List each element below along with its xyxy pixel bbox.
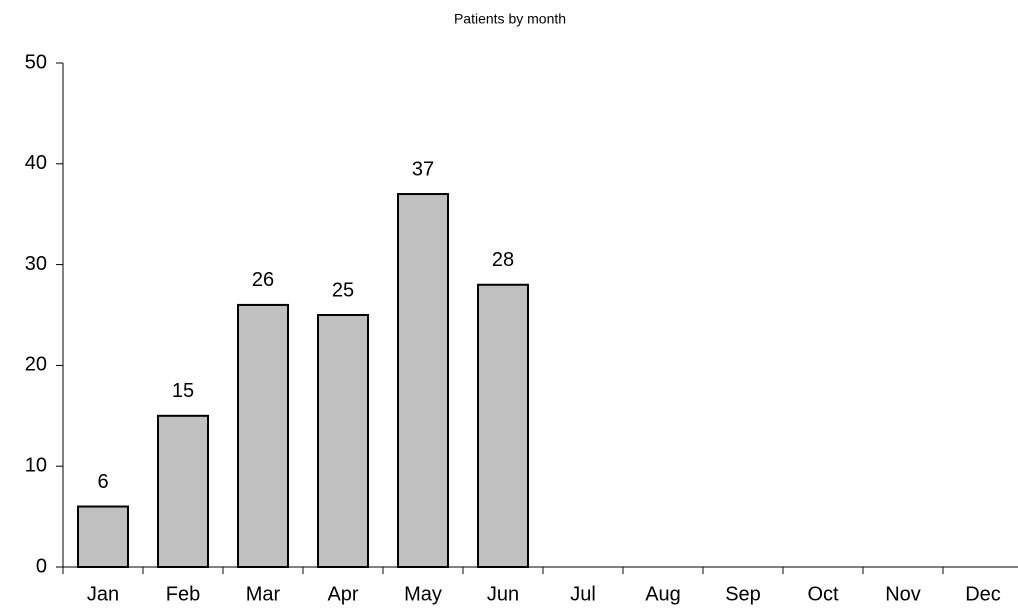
bar (397, 193, 449, 568)
x-tick-label: Apr (327, 583, 358, 605)
data-label: 6 (97, 471, 108, 493)
x-tick-label: Jul (570, 583, 596, 605)
x-tick-label: Dec (965, 583, 1001, 605)
bar (237, 303, 289, 568)
x-tick-label: Jan (87, 583, 119, 605)
y-tick-label: 50 (25, 51, 47, 73)
data-label: 15 (172, 380, 194, 402)
y-tick-label: 10 (25, 454, 47, 476)
x-tick-label: Oct (807, 583, 839, 605)
x-tick-label: Sep (725, 583, 761, 605)
y-tick-label: 0 (36, 555, 47, 577)
y-tick-label: 30 (25, 253, 47, 275)
bar (157, 414, 209, 568)
data-label: 26 (252, 269, 274, 291)
chart-title: Patients by month (454, 11, 566, 27)
bar (317, 314, 369, 568)
y-tick-label: 20 (25, 354, 47, 376)
data-label: 37 (412, 158, 434, 180)
x-tick-label: Mar (246, 583, 281, 605)
y-tick-label: 40 (25, 152, 47, 174)
x-tick-label: Aug (645, 583, 681, 605)
x-tick-label: Nov (885, 583, 921, 605)
data-label: 25 (332, 279, 354, 301)
x-tick-label: Jun (487, 583, 519, 605)
bar (477, 283, 529, 568)
x-tick-label: May (404, 583, 442, 605)
bar (77, 505, 129, 568)
x-tick-label: Feb (166, 583, 200, 605)
data-label: 28 (492, 249, 514, 271)
